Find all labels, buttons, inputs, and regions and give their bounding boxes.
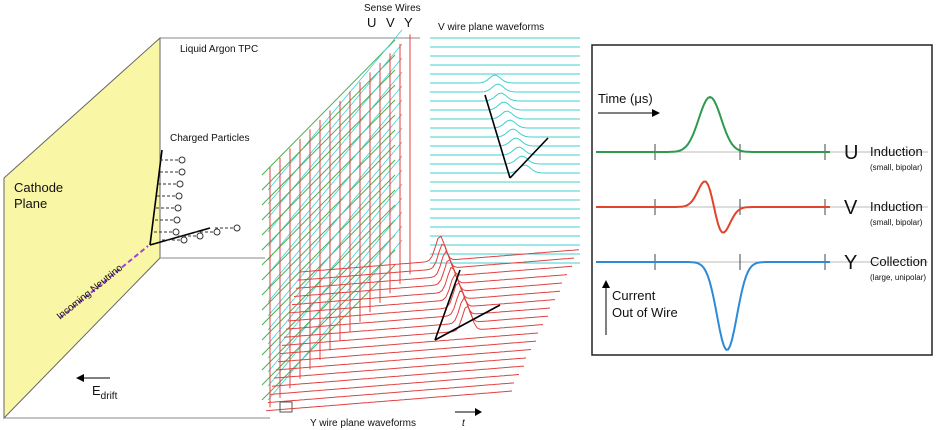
electron	[234, 225, 240, 231]
v-waveform	[430, 165, 580, 173]
current-label: Current	[612, 288, 656, 303]
plane-label: Y	[404, 15, 413, 30]
row-note: (small, bipolar)	[870, 218, 923, 227]
y-waveform	[270, 375, 519, 395]
row-plane: Y	[844, 252, 857, 274]
y-waveform	[284, 298, 548, 337]
u-wire	[262, 100, 395, 235]
current-label: Out of Wire	[612, 305, 678, 320]
v-waveform	[430, 129, 580, 137]
electron	[174, 217, 180, 223]
electron	[173, 229, 179, 235]
y-waveform	[274, 358, 526, 378]
u-wire	[262, 40, 395, 175]
field-symbol: E	[92, 383, 101, 398]
electron	[197, 233, 203, 239]
row-labels: U Induction (small, bipolar) V Induction (sma…	[844, 142, 927, 282]
v-waveform	[430, 111, 580, 119]
wire-planes	[262, 30, 410, 407]
v-waveform	[430, 84, 580, 92]
u-wire	[262, 160, 395, 295]
electron	[177, 181, 183, 187]
v-waveform	[430, 93, 580, 101]
tpc-title: Liquid Argon TPC	[180, 44, 258, 55]
row-note: (large, unipolar)	[870, 273, 926, 282]
plane-label: V	[386, 15, 395, 30]
track-projection	[435, 305, 500, 340]
row-plane: V	[844, 197, 858, 219]
electron	[179, 169, 185, 175]
electron	[214, 229, 220, 235]
u-wire	[262, 145, 395, 280]
time-arrow	[475, 408, 482, 416]
time-axis-label: t	[462, 418, 466, 429]
electron	[176, 193, 182, 199]
electron	[179, 157, 185, 163]
field-arrow	[76, 374, 84, 382]
cathode-plane	[4, 38, 160, 418]
diagram: Liquid Argon TPC Cathode Plane Charged P…	[0, 0, 944, 430]
v-waveforms	[430, 38, 580, 263]
y-waveform	[266, 391, 512, 411]
v-waveform	[430, 102, 580, 110]
row-plane: U	[844, 142, 858, 164]
y-waveform	[296, 251, 572, 288]
electron	[175, 205, 181, 211]
plane-label: U	[367, 15, 376, 30]
v-waveforms-title: V wire plane waveforms	[438, 22, 544, 33]
v-waveform	[430, 138, 580, 146]
y-waveform	[268, 383, 514, 403]
wires-title: Sense Wires	[364, 3, 421, 14]
y-waveforms-title: Y wire plane waveforms	[310, 418, 416, 429]
v-waveform	[430, 147, 580, 155]
track-projection	[510, 138, 548, 178]
particles-label: Charged Particles	[170, 133, 249, 144]
u-wire	[262, 55, 395, 190]
u-wire	[262, 85, 395, 220]
amplifier-icon	[280, 402, 292, 412]
field-subscript: drift	[101, 391, 118, 402]
field-label: Edrift	[92, 383, 118, 402]
u-wire	[262, 220, 395, 355]
row-kind: Collection	[870, 254, 927, 269]
electron	[181, 237, 187, 243]
cathode-label: Cathode	[14, 180, 63, 195]
drift-arrows	[154, 157, 240, 243]
time-label: Time (μs)	[598, 91, 653, 106]
row-kind: Induction	[870, 199, 923, 214]
v-waveform	[430, 120, 580, 128]
y-waveform	[280, 333, 538, 354]
row-kind: Induction	[870, 144, 923, 159]
cathode-label: Plane	[14, 196, 47, 211]
y-waveform	[276, 350, 531, 370]
row-note: (small, bipolar)	[870, 163, 923, 172]
v-waveform	[430, 75, 580, 83]
